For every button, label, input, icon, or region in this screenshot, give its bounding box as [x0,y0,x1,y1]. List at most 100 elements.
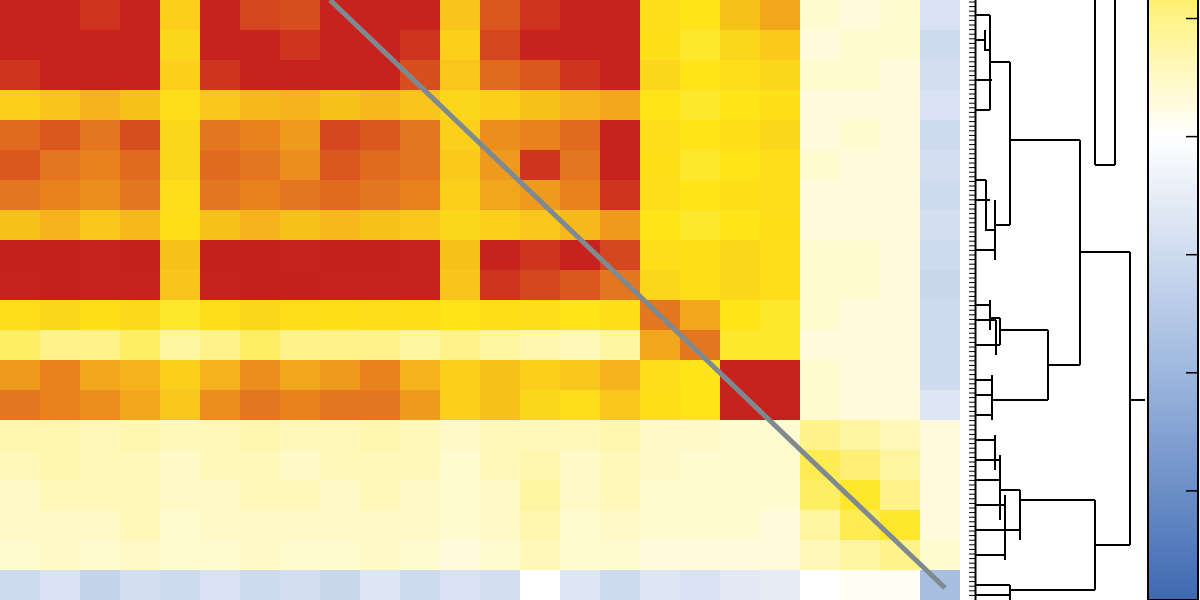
heatmap-cell [280,450,321,481]
heatmap-cell [80,120,121,151]
heatmap-cell [160,90,201,121]
heatmap-cell [40,120,81,151]
heatmap-cell [160,570,201,600]
heatmap-cell [240,150,281,181]
heatmap-cell [640,510,681,541]
heatmap-cell [440,360,481,391]
heatmap-cell [360,570,401,600]
heatmap-cell [360,240,401,271]
heatmap-cell [360,420,401,451]
heatmap-cell [400,510,441,541]
heatmap-cell [520,510,561,541]
heatmap-cell [640,60,681,91]
heatmap-cell [40,150,81,181]
heatmap-cell [80,360,121,391]
row-tick-strip [960,0,975,600]
heatmap-cell [40,390,81,421]
heatmap-cell [440,0,481,31]
heatmap-cell [920,330,961,361]
heatmap-cell [360,450,401,481]
heatmap-cell [680,540,721,571]
heatmap-cell [680,450,721,481]
heatmap-cell [200,210,241,241]
heatmap-cell [440,270,481,301]
heatmap-cell [120,30,161,61]
heatmap-cell [920,300,961,331]
heatmap-cell [160,120,201,151]
heatmap-cell [400,360,441,391]
heatmap-cell [200,450,241,481]
heatmap-cell [680,510,721,541]
heatmap-cell [520,0,561,31]
heatmap-cell [240,330,281,361]
heatmap-cell [400,480,441,511]
heatmap-cell [720,270,761,301]
heatmap-cell [840,150,881,181]
heatmap-cell [360,0,401,31]
heatmap-cell [880,510,921,541]
heatmap-cell [80,450,121,481]
heatmap-cell [680,480,721,511]
heatmap-cell [0,210,41,241]
heatmap-cell [360,90,401,121]
heatmap-cell [920,450,961,481]
heatmap-cell [840,270,881,301]
heatmap-cell [320,540,361,571]
heatmap-cell [0,360,41,391]
heatmap-cell [320,300,361,331]
heatmap-cell [320,270,361,301]
heatmap-cell [640,120,681,151]
heatmap-cell [880,270,921,301]
heatmap-cell [80,420,121,451]
heatmap-cell [760,300,801,331]
heatmap-cell [320,180,361,211]
heatmap-cell [800,390,841,421]
heatmap-cell [880,60,921,91]
heatmap-cell [440,60,481,91]
heatmap-cell [320,510,361,541]
heatmap-cell [840,360,881,391]
heatmap-cell [920,390,961,421]
heatmap-cell [280,480,321,511]
heatmap-cell [480,360,521,391]
heatmap-cell [0,240,41,271]
heatmap-cell [840,300,881,331]
heatmap-cell [880,180,921,211]
heatmap-cell [640,360,681,391]
heatmap-cell [280,180,321,211]
heatmap-cell [480,390,521,421]
heatmap-cell [240,0,281,31]
heatmap-cell [360,270,401,301]
heatmap-cell [880,210,921,241]
heatmap-cell [320,330,361,361]
heatmap-cell [40,540,81,571]
heatmap-cell [120,90,161,121]
heatmap-cell [120,330,161,361]
heatmap-cell [520,30,561,61]
heatmap-cell [840,30,881,61]
row-ticks [969,1,975,596]
heatmap-cell [80,390,121,421]
heatmap-cell [880,570,921,600]
heatmap-cell [400,0,441,31]
heatmap-cell [480,240,521,271]
heatmap-cell [760,180,801,211]
heatmap-cell [640,420,681,451]
heatmap-cell [880,480,921,511]
heatmap-cell [200,0,241,31]
heatmap-cell [280,300,321,331]
heatmap-cell [840,90,881,121]
heatmap-cell [560,330,601,361]
heatmap-cell [600,210,641,241]
heatmap-cell [600,150,641,181]
heatmap-cell [360,300,401,331]
heatmap-cell [880,330,921,361]
heatmap-cell [760,150,801,181]
heatmap-cell [920,240,961,271]
heatmap-cell [440,390,481,421]
heatmap-cell [40,300,81,331]
heatmap-cell [0,0,41,31]
heatmap-cell [800,180,841,211]
heatmap-cell [200,270,241,301]
